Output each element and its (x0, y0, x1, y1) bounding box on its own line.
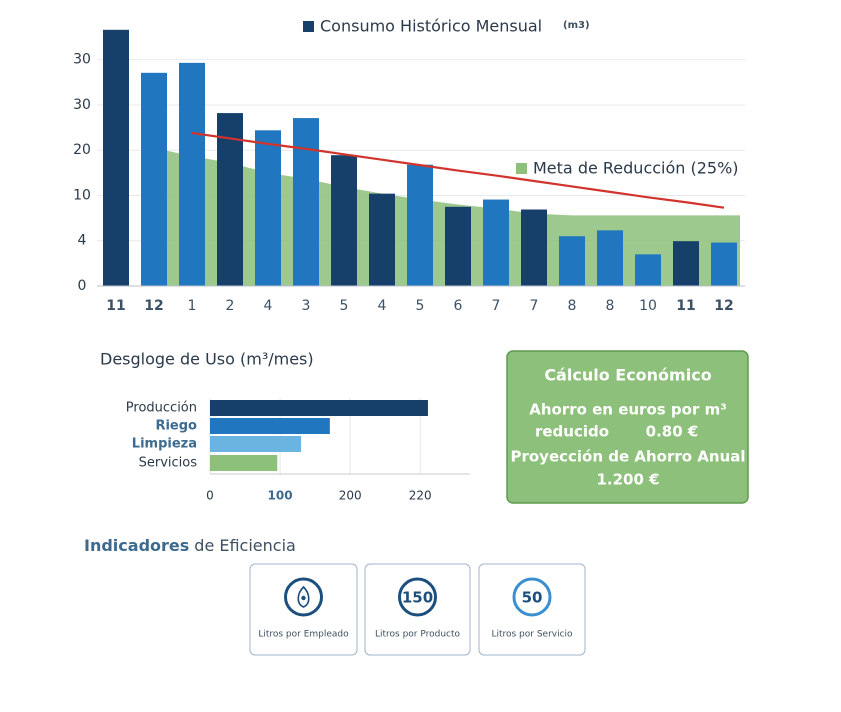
y-tick-label: Riego (155, 419, 197, 434)
card-line: Proyección de Ahorro Anual (510, 448, 745, 466)
bar (559, 236, 585, 286)
card-value: 0.80 € (646, 423, 699, 441)
y-tick-label: 30 (73, 97, 91, 113)
bar (217, 113, 243, 287)
indicator-value: 50 (522, 589, 543, 607)
y-tick-label: Servicios (139, 456, 198, 471)
x-tick-label: 8 (568, 298, 577, 314)
x-tick-label: 200 (339, 489, 362, 503)
x-tick-label: 5 (340, 298, 349, 314)
x-tick-label: 220 (409, 489, 432, 503)
indicator-cards: Litros por Empleado 150 Litros por Product… (249, 563, 586, 656)
x-tick-label: 10 (639, 298, 657, 314)
bar (369, 193, 395, 286)
indicator-label: Litros por Servicio (491, 630, 573, 640)
bar (141, 72, 167, 287)
indicator-icon (297, 585, 310, 608)
legend-swatch (303, 21, 314, 32)
economic-card (506, 350, 749, 504)
indicator-label: Litros por Producto (375, 630, 461, 640)
legend-label: Meta de Reducción (25%) (533, 159, 739, 178)
card-title: Cálculo Económico (544, 366, 711, 385)
indicator-label: Litros por Empleado (258, 630, 349, 640)
x-tick-label: 4 (378, 298, 387, 314)
card-line: reducido (535, 423, 609, 441)
x-tick-label: 2 (226, 298, 235, 314)
chart-title: Desgloge de Uso (m³/mes) (100, 350, 314, 369)
x-tick-label: 100 (268, 489, 293, 503)
indicator-ring (512, 577, 552, 617)
bar (179, 62, 205, 286)
y-tick-label: 4 (78, 233, 87, 249)
trend-line (191, 131, 725, 209)
x-tick-label: 5 (416, 298, 425, 314)
x-tick-label: 7 (530, 298, 539, 314)
bar (210, 418, 330, 434)
legend-label: Consumo Histórico Mensual (320, 17, 542, 36)
x-tick-label: 4 (264, 298, 273, 314)
bar (103, 29, 129, 287)
indicator-value: 150 (402, 589, 433, 607)
bar (597, 230, 623, 286)
legend-swatch (516, 163, 527, 174)
bar (673, 241, 699, 286)
indicator-ring (398, 577, 437, 617)
x-tick-label: 6 (454, 298, 463, 314)
bar (210, 400, 428, 416)
y-tick-label: Limpieza (132, 437, 197, 452)
x-tick-label: 11 (106, 298, 125, 314)
x-tick-label: 11 (676, 298, 695, 314)
indicator-icon (301, 595, 306, 601)
bar (483, 199, 509, 286)
bar (331, 155, 357, 286)
bar (635, 254, 661, 286)
indicators-title-bold: Indicadores (84, 536, 189, 555)
card-line: Ahorro en euros por m³ (529, 401, 727, 419)
card-value: 1.200 € (596, 471, 659, 489)
x-tick-label: 1 (188, 298, 197, 314)
bar (210, 436, 302, 452)
bar (521, 209, 547, 286)
y-tick-label: 0 (78, 278, 87, 294)
y-tick-label: 10 (73, 187, 91, 203)
x-tick-label: 8 (606, 298, 615, 314)
indicators-title: Indicadores de Eficiencia (84, 536, 296, 555)
bar (407, 164, 433, 286)
bar (255, 130, 281, 286)
bar (293, 118, 319, 286)
bar (445, 206, 471, 286)
x-tick-label: 7 (492, 298, 501, 314)
indicators-title-rest: de Eficiencia (194, 536, 296, 555)
bar (210, 455, 278, 471)
y-tick-label: 20 (73, 142, 91, 158)
x-tick-label: 3 (302, 298, 311, 314)
x-tick-label: 0 (206, 489, 214, 503)
y-tick-label: 30 (73, 52, 91, 68)
x-tick-label: 12 (714, 298, 733, 314)
unit-label: (m3) (563, 20, 590, 31)
x-tick-label: 12 (144, 298, 163, 314)
bar (711, 242, 737, 286)
y-tick-label: Producción (126, 401, 197, 416)
